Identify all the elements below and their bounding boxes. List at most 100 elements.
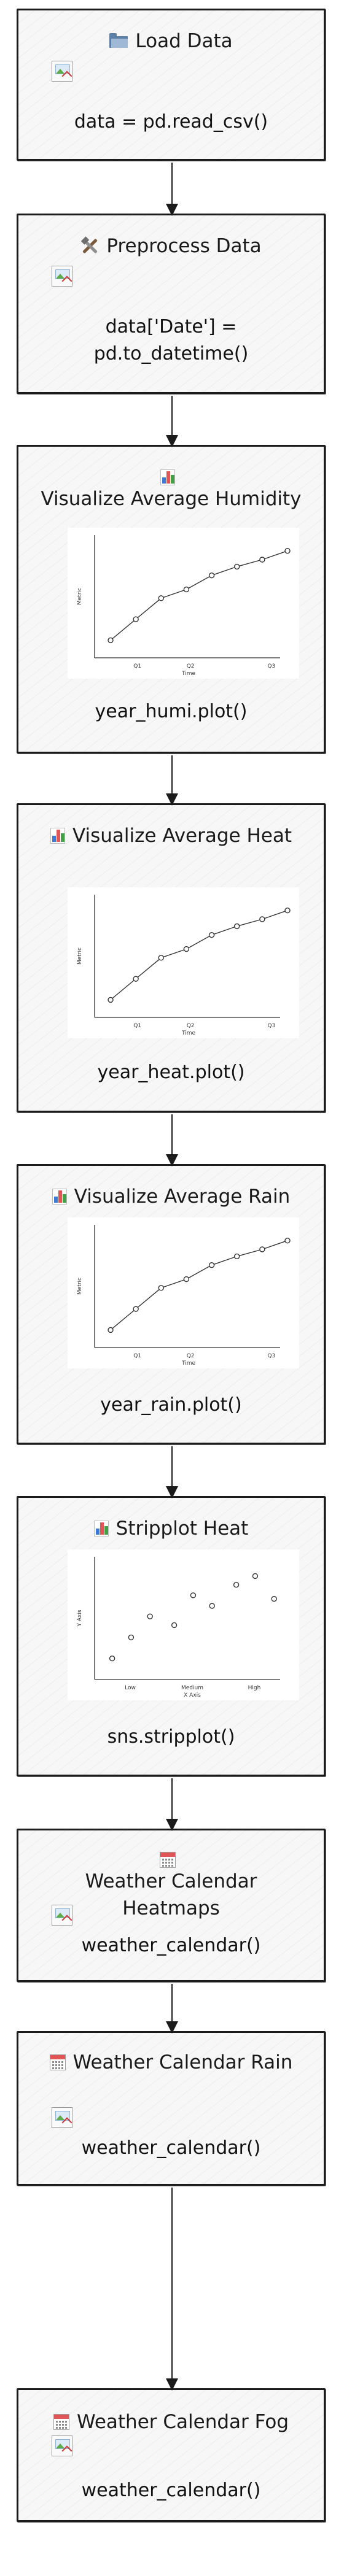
data-point <box>234 1253 240 1260</box>
node-code: year_rain.plot() <box>100 1394 242 1416</box>
data-point <box>108 997 114 1003</box>
node-title: Load Data <box>37 28 305 55</box>
bar-chart-icon <box>93 1521 109 1537</box>
data-point <box>271 1595 277 1602</box>
data-point <box>190 1592 197 1598</box>
data-point <box>284 908 291 914</box>
node-title: Visualize Average Humidity <box>37 464 305 512</box>
node-load[interactable]: Load Data data = pd.read_csv() <box>17 9 326 161</box>
bar-chart-icon <box>160 469 175 485</box>
broken-image-icon <box>52 61 72 82</box>
node-stripplot[interactable]: Stripplot Heat Low Medium High X Axis Y Axis s… <box>17 1496 326 1776</box>
data-point <box>259 916 265 922</box>
data-point <box>183 946 190 952</box>
node-title-text: Weather Calendar Heatmaps <box>85 1870 257 1919</box>
node-code: year_heat.plot() <box>97 1062 245 1083</box>
node-title-text: Weather Calendar Rain <box>72 2051 293 2073</box>
x-tick-label: Q2 <box>187 1353 195 1359</box>
broken-image-icon <box>52 1905 72 1926</box>
node-title-text: Visualize Average Humidity <box>41 488 302 510</box>
data-point <box>208 573 215 579</box>
x-axis-label: Time <box>181 671 195 677</box>
line-chart: Q1 Q2 Q3 Time Metric <box>68 528 299 679</box>
data-point <box>233 1582 240 1588</box>
node-calendar-rain[interactable]: Weather Calendar Rain weather_calendar() <box>17 2031 326 2186</box>
data-point <box>284 548 291 554</box>
data-point <box>284 1238 291 1244</box>
calendar-icon <box>49 2054 66 2070</box>
broken-image-icon <box>52 2107 72 2128</box>
x-tick-label: Q3 <box>267 663 275 669</box>
bar-chart-icon <box>50 828 65 844</box>
x-tick-label: Q1 <box>133 1353 141 1359</box>
data-point <box>183 586 190 593</box>
x-axis-label: X Axis <box>184 1692 201 1699</box>
broken-image-icon <box>52 266 72 287</box>
line-chart: Q1 Q2 Q3 Time Metric <box>68 887 299 1038</box>
x-tick-label: Q2 <box>187 1023 195 1029</box>
node-title-text: Visualize Average Heat <box>72 825 292 847</box>
data-point <box>133 1306 139 1312</box>
node-heat[interactable]: Visualize Average Heat Q1 Q2 Q3 Time Metric ye… <box>17 803 326 1113</box>
data-point <box>133 616 139 622</box>
x-tick-label: Medium <box>181 1685 203 1691</box>
data-point <box>147 1613 153 1619</box>
node-preprocess[interactable]: Preprocess Data data['Date'] = pd.to_date… <box>17 214 326 394</box>
node-code: data['Date'] = pd.to_datetime() <box>93 316 249 364</box>
node-title-text: Load Data <box>135 30 233 52</box>
node-title-text: Visualize Average Rain <box>74 1186 291 1208</box>
y-axis-label: Y Axis <box>77 1610 83 1627</box>
node-humidity[interactable]: Visualize Average Humidity Q1 Q2 Q3 Time Metr… <box>17 445 326 754</box>
data-point <box>133 976 139 982</box>
node-title: Weather Calendar Heatmaps <box>37 1846 305 1922</box>
x-tick-label: Q1 <box>133 663 141 669</box>
data-point <box>209 1603 215 1609</box>
data-point <box>208 932 215 938</box>
node-code: weather_calendar() <box>81 2137 261 2159</box>
node-title: Visualize Average Heat <box>37 822 305 849</box>
data-point <box>259 1246 265 1252</box>
x-tick-label: Q3 <box>267 1023 275 1029</box>
node-rain[interactable]: Visualize Average Rain Q1 Q2 Q3 Time Metric ye… <box>17 1164 326 1444</box>
series-line <box>110 550 288 641</box>
x-axis-label: Time <box>181 1360 195 1367</box>
data-point <box>108 637 114 644</box>
x-tick-label: Q3 <box>267 1353 275 1359</box>
node-code: weather_calendar() <box>81 1935 261 1956</box>
y-axis-label: Metric <box>77 588 83 605</box>
node-title-text: Stripplot Heat <box>115 1517 249 1540</box>
data-point <box>234 563 240 570</box>
data-point <box>108 1327 114 1333</box>
data-point <box>183 1276 190 1282</box>
folder-icon <box>109 33 128 48</box>
calendar-icon <box>53 2414 69 2430</box>
node-title: Weather Calendar Fog <box>37 2408 305 2435</box>
data-point <box>208 1262 215 1268</box>
node-title: Stripplot Heat <box>37 1515 305 1542</box>
data-point <box>158 595 164 601</box>
x-tick-label: Q1 <box>133 1023 141 1029</box>
data-point <box>259 557 265 563</box>
y-axis-label: Metric <box>77 1278 83 1295</box>
node-calendar-heatmaps[interactable]: Weather Calendar Heatmaps weather_calenda… <box>17 1829 326 1982</box>
x-tick-label: Low <box>125 1685 136 1691</box>
data-point <box>158 955 164 961</box>
broken-image-icon <box>52 2435 72 2456</box>
x-tick-label: Q2 <box>187 663 195 669</box>
data-point <box>252 1573 259 1579</box>
strip-chart: Low Medium High X Axis Y Axis <box>68 1549 299 1700</box>
node-title: Weather Calendar Rain <box>37 2049 305 2076</box>
calendar-icon <box>159 1852 176 1868</box>
node-code: data = pd.read_csv() <box>74 111 268 133</box>
node-title: Visualize Average Rain <box>37 1183 305 1210</box>
x-tick-label: High <box>248 1685 261 1691</box>
node-code: weather_calendar() <box>81 2480 261 2501</box>
node-calendar-fog[interactable]: Weather Calendar Fog weather_calendar() <box>17 2388 326 2522</box>
data-point <box>109 1656 115 1662</box>
node-title-text: Preprocess Data <box>106 235 262 257</box>
series-line <box>110 1240 288 1330</box>
x-axis-label: Time <box>181 1030 195 1036</box>
node-code: sns.stripplot() <box>107 1726 235 1748</box>
